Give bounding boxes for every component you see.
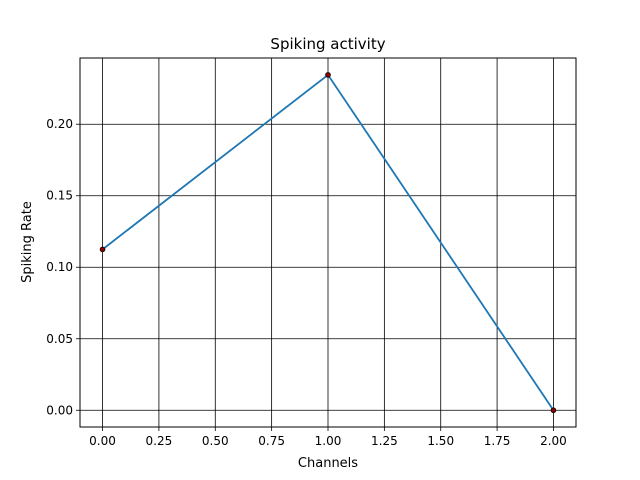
x-tick-label: 1.00 [315,434,342,448]
y-tick-label: 0.15 [46,189,73,203]
grid-lines [80,58,576,427]
data-point [550,407,557,414]
y-tick-label: 0.20 [46,117,73,131]
x-axis-label: Channels [298,456,358,471]
x-tick-label: 1.25 [371,434,398,448]
x-tick-label: 0.00 [89,434,116,448]
y-axis-ticks: 0.00 0.05 0.10 0.15 0.20 [46,117,80,417]
y-axis-label: Spiking Rate [20,201,35,283]
y-tick-label: 0.00 [46,403,73,417]
x-tick-label: 0.25 [146,434,173,448]
y-tick-label: 0.05 [46,332,73,346]
marker-layer [99,72,557,414]
x-tick-label: 1.75 [484,434,511,448]
x-tick-label: 0.50 [202,434,229,448]
data-point [99,246,106,253]
y-tick-label: 0.10 [46,260,73,274]
x-axis-ticks: 0.00 0.25 0.50 0.75 1.00 1.25 1.50 1.75 2.00 [89,427,567,448]
chart-title: Spiking activity [270,35,385,53]
x-tick-label: 1.50 [427,434,454,448]
x-tick-label: 0.75 [258,434,285,448]
x-tick-label: 2.00 [540,434,567,448]
data-point [325,72,331,78]
